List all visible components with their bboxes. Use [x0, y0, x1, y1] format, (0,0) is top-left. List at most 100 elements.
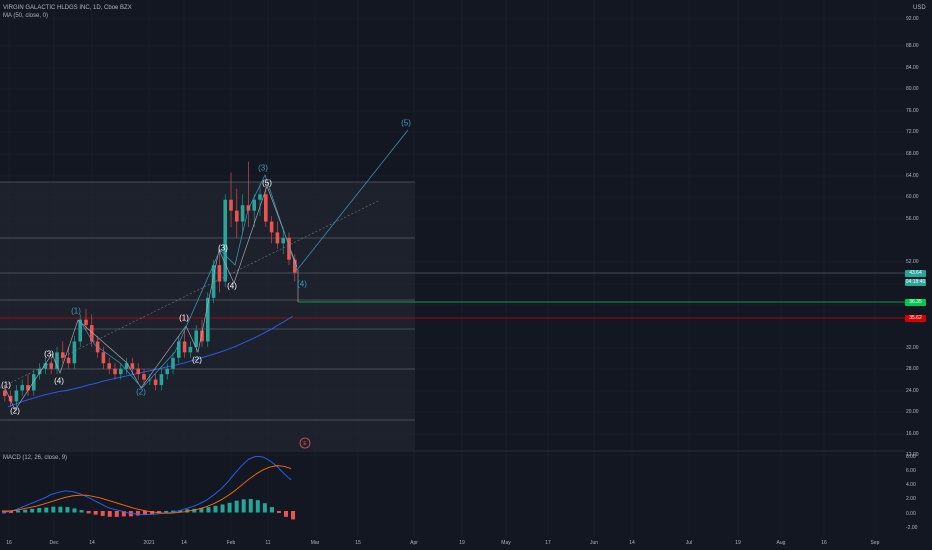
- date-tick: 19: [459, 540, 465, 546]
- candle-body: [113, 368, 117, 375]
- date-tick: 19: [735, 540, 741, 546]
- date-tick: 15: [355, 540, 361, 546]
- histogram-bar: [121, 511, 126, 517]
- wave-label: (2): [136, 387, 146, 397]
- candle-body: [136, 368, 140, 375]
- candle-body: [235, 210, 239, 222]
- macd-tick: 2.00: [906, 496, 916, 502]
- date-tick: 2021: [143, 540, 155, 546]
- histogram-bar: [143, 511, 147, 516]
- candle-body: [177, 341, 181, 358]
- histogram-bar: [234, 500, 239, 513]
- candle-body: [252, 199, 256, 211]
- price-tick: 28.00: [906, 366, 919, 372]
- price-tick: 72.00: [906, 129, 919, 135]
- grid: [0, 0, 905, 537]
- histogram-bar: [23, 509, 28, 513]
- price-tick: 56.00: [906, 216, 919, 222]
- candle-body: [78, 319, 82, 342]
- wave-label: (1): [1, 380, 11, 390]
- macd-tick: 0.00: [906, 511, 916, 517]
- histogram-bar: [284, 511, 288, 517]
- wave-label: (2): [10, 406, 20, 416]
- candle-body: [119, 368, 123, 375]
- price-tick: 20.00: [906, 409, 919, 415]
- date-tick: 11: [265, 540, 271, 546]
- candle-body: [293, 259, 297, 273]
- histogram-bar: [79, 510, 84, 513]
- date-tick: Sep: [870, 540, 880, 546]
- date-tick: Apr: [410, 540, 418, 546]
- histogram-bar: [213, 505, 218, 513]
- histogram-bar: [276, 511, 281, 513]
- ma-line: [7, 315, 293, 408]
- histogram-bar: [9, 511, 14, 513]
- candle-body: [37, 368, 42, 375]
- green-level-tag: 36.35: [905, 299, 926, 306]
- date-tick: May: [501, 540, 511, 546]
- candle-body: [26, 385, 30, 391]
- histogram-bar: [255, 500, 260, 513]
- histogram-bar: [192, 508, 197, 513]
- candle-body: [49, 363, 53, 369]
- histogram-bar: [227, 502, 232, 513]
- candle-body: [3, 390, 7, 396]
- price-tick: 92.00: [906, 16, 919, 22]
- wave-lines: [4, 129, 409, 411]
- macd-tick: -2.00: [906, 525, 918, 531]
- candle-body: [84, 319, 88, 326]
- histogram-bar: [206, 507, 211, 513]
- histogram-bar: [262, 503, 267, 513]
- price-tick: 68.00: [906, 151, 919, 157]
- candle-body: [14, 390, 19, 402]
- candle-body: [188, 346, 193, 353]
- histogram-bar: [135, 511, 140, 516]
- symbol-title[interactable]: VIRGIN GALACTIC HLDGS INC, 1D, Cboe BZX: [3, 5, 132, 11]
- candle-body: [217, 265, 222, 282]
- event-badge[interactable]: [299, 437, 311, 449]
- ma-legend[interactable]: MA (50, close, 0): [3, 13, 49, 19]
- price-tick: 80.00: [906, 86, 919, 92]
- macd-line: [1, 455, 292, 516]
- candle-body: [153, 379, 158, 386]
- candle-body: [72, 341, 77, 364]
- histogram-bar: [72, 508, 77, 513]
- last-price-tag: 43.64: [905, 270, 926, 277]
- price-tick: 84.00: [906, 65, 919, 71]
- macd-tick: 6.00: [906, 468, 916, 474]
- candles: [3, 161, 297, 407]
- candle-body: [269, 221, 274, 233]
- candle-body: [159, 374, 164, 386]
- histogram-bar: [100, 511, 105, 516]
- price-tick: 76.00: [906, 108, 919, 114]
- date-tick: 14: [181, 540, 187, 546]
- histogram-bar: [178, 510, 183, 513]
- wave-label: (5): [262, 178, 272, 188]
- candle-body: [229, 199, 233, 211]
- wave-label: (4): [297, 279, 307, 289]
- macd-tick: 4.00: [906, 482, 916, 488]
- wave-label: (3): [258, 163, 268, 173]
- histogram-bar: [150, 511, 155, 515]
- histogram-bar: [44, 507, 49, 513]
- macd-tick: 8.00: [906, 454, 916, 460]
- trend-dotted-line: [0, 199, 381, 389]
- candle-body: [275, 232, 280, 244]
- date-tick: Dec: [49, 540, 59, 546]
- candle-body: [66, 357, 71, 364]
- histogram-bar: [164, 511, 169, 513]
- candle-body: [211, 265, 216, 298]
- date-tick: 14: [629, 540, 635, 546]
- candle-body: [240, 205, 245, 222]
- histogram-bar: [171, 510, 176, 513]
- histogram-bar: [107, 511, 112, 517]
- candle-body: [55, 352, 59, 369]
- wave-label: (4): [54, 376, 64, 386]
- candle-body: [246, 205, 251, 211]
- macd-legend[interactable]: MACD (12, 26, close, 9): [3, 455, 68, 461]
- histogram-bar: [157, 511, 162, 514]
- date-tick: Jul: [685, 540, 693, 546]
- price-tick: 12.00: [906, 452, 919, 458]
- price-tick: 60.00: [906, 194, 919, 200]
